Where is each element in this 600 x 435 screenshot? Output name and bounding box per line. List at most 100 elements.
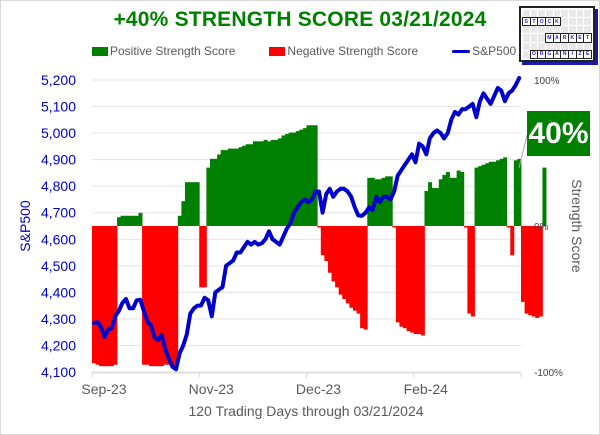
strength-bar [399,226,404,327]
strength-bar [521,226,525,302]
strength-bar [231,148,236,226]
x-tick-label: Sep-23 [81,381,126,397]
strength-bar [106,226,111,367]
x-tick-label: Dec-23 [296,381,341,397]
logo-cell [576,42,584,50]
legend-negative-label: Negative Strength Score [287,44,419,58]
left-tick-label: 4,500 [41,258,76,274]
logo-cell [584,10,591,18]
positive-swatch-icon [92,46,108,56]
logo-cell [584,18,591,26]
logo-cell [523,26,530,34]
strength-bar [124,215,129,226]
left-tick-label: 4,300 [41,311,76,327]
strength-bar [138,212,143,226]
right-tick-label: 0% [534,222,549,233]
logo-cell: C [545,17,554,27]
logo-cell [561,10,568,18]
strength-bar [506,226,511,228]
strength-bar [431,188,436,226]
strength-bar [256,141,261,226]
logo-cell [523,42,530,50]
strength-bar [367,177,372,226]
strength-bar [224,150,229,226]
strength-bar [435,188,440,226]
chart-title: +40% STRENGTH SCORE 03/21/2024 [113,8,487,31]
strength-bar [292,132,297,226]
left-tick-label: 5,000 [41,125,76,141]
strength-bar [167,226,172,365]
legend-negative: Negative Strength Score [269,44,418,58]
strength-bar [263,139,268,226]
strength-bar [145,226,150,365]
strength-bar [92,226,96,364]
strength-bar [406,226,411,332]
strength-bar [109,226,114,367]
logo-cell [545,42,553,50]
strength-bar [395,226,400,323]
strength-bar [445,171,450,226]
current-score-badge: 40% [527,111,590,156]
strength-bar [499,158,504,226]
strength-bar [535,226,540,318]
strength-bar [177,215,182,226]
strength-bar [184,182,189,226]
logo-cell [584,42,591,50]
strength-bar [117,217,122,226]
strength-bars [92,125,547,367]
strength-bar [381,177,386,226]
logo-cell [538,26,545,34]
logo-cell [576,18,584,26]
strength-bar [413,226,418,335]
strength-bar [195,182,200,226]
strength-bar [235,148,239,226]
strength-bar [356,226,361,314]
chart-legend: Positive Strength Score Negative Strengt… [92,44,532,58]
logo-cell [530,34,538,42]
left-tick-label: 4,400 [41,284,76,300]
logo-cell: K [552,17,562,27]
strength-bar [403,226,408,329]
strength-bar [127,215,132,226]
logo-cell [538,42,545,50]
logo-cell: T [529,17,539,27]
logo-cell [545,26,553,34]
strength-bar [320,226,325,256]
left-axis-title: S&P500 [17,200,33,252]
logo-cell: O [537,17,546,27]
strength-bar [338,226,343,295]
strength-bar [227,148,232,226]
legend-sp500: S&P500 [452,44,516,58]
strength-bar [528,226,533,316]
strength-bar [217,154,222,226]
strength-bar [267,141,272,226]
logo-cell [568,10,576,18]
strength-bar [467,226,472,314]
strength-bar [152,226,157,367]
strength-bar [174,226,179,367]
strength-bar [120,215,125,226]
logo-cell [538,10,545,18]
strength-bar [363,226,368,330]
strength-bar [424,190,429,226]
logo-cell [545,10,553,18]
strength-bar [99,226,104,367]
left-tick-label: 4,200 [41,337,76,353]
strength-bar [538,226,543,317]
logo-cell [523,50,530,58]
logo-cell: G [545,49,554,60]
logo-cell [530,42,538,50]
strength-bar [245,144,250,226]
legend-sp500-label: S&P500 [472,44,517,58]
logo-cell [568,42,576,50]
x-tick-label: Nov-23 [189,381,234,397]
logo-cell [561,18,568,26]
strength-bar [335,226,340,288]
logo-cell: O [529,49,539,60]
strength-bar [131,215,136,226]
logo-cell: A [552,49,562,60]
strength-bar [274,139,279,226]
strength-bar [170,226,175,367]
